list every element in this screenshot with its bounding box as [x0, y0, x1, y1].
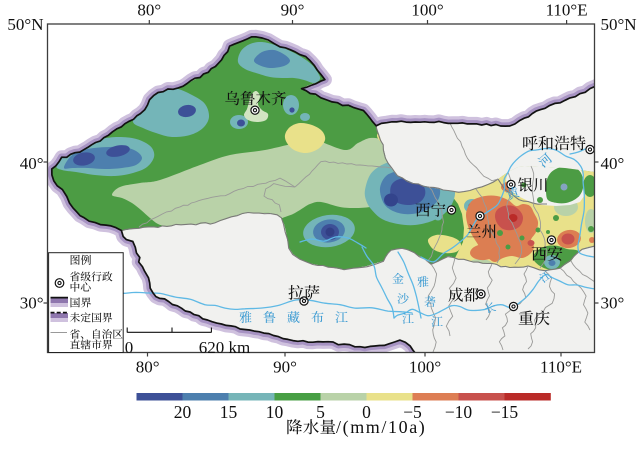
- svg-text:20: 20: [174, 402, 192, 422]
- svg-text:80°: 80°: [137, 0, 161, 19]
- svg-text:15: 15: [220, 402, 238, 422]
- svg-text:50°N: 50°N: [601, 15, 637, 34]
- svg-text:40°: 40°: [601, 154, 625, 173]
- svg-text:50°N: 50°N: [7, 15, 43, 34]
- svg-text:90°: 90°: [273, 357, 297, 376]
- svg-text:−15: −15: [491, 402, 519, 422]
- svg-text:0: 0: [125, 338, 134, 357]
- svg-text:−5: −5: [403, 402, 422, 422]
- svg-text:80°: 80°: [136, 357, 160, 376]
- svg-text:90°: 90°: [281, 0, 305, 19]
- svg-text:30°: 30°: [601, 294, 625, 313]
- svg-text:620 km: 620 km: [199, 338, 250, 357]
- svg-text:40°: 40°: [20, 154, 44, 173]
- svg-text:100°: 100°: [409, 357, 441, 376]
- svg-text:110°E: 110°E: [540, 357, 582, 376]
- svg-text:5: 5: [316, 402, 325, 422]
- svg-text:100°: 100°: [411, 0, 443, 19]
- svg-text:30°: 30°: [20, 294, 44, 313]
- svg-text:0: 0: [362, 402, 371, 422]
- svg-text:−10: −10: [445, 402, 473, 422]
- svg-text:10: 10: [266, 402, 284, 422]
- svg-text:110°E: 110°E: [546, 0, 588, 19]
- svg-text:/(mm/10a): /(mm/10a): [336, 417, 426, 438]
